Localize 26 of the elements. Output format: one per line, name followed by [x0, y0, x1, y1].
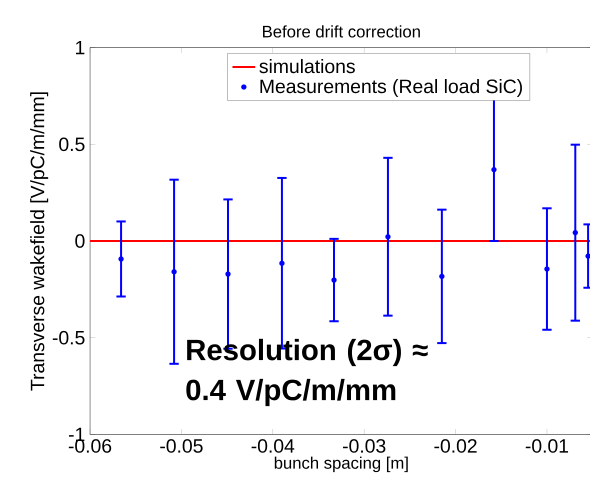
point — [385, 234, 391, 240]
point — [225, 271, 231, 277]
x-tick-label: -0.04 — [252, 439, 294, 453]
x-tick-label: -0.02 — [434, 439, 477, 453]
point — [171, 269, 177, 274]
point — [544, 266, 550, 272]
y-tick-label: 0.5 — [59, 137, 84, 152]
point — [491, 166, 497, 172]
x-tick-label: -0.06 — [68, 439, 112, 453]
y-tick-label: 0 — [75, 234, 85, 248]
y-axis-title: Transverse wakefield [V/pC/m/mm] — [30, 92, 48, 391]
legend-label: Measurements (Real load SiC) — [260, 79, 522, 98]
annotation: Resolution (2σ) ≈ 0.4 V/pC/m/mm — [186, 338, 428, 406]
y-tick-label: -0.5 — [52, 330, 84, 345]
x-tick-label: -0.01 — [526, 439, 568, 453]
point — [572, 230, 578, 236]
point — [279, 260, 285, 266]
point — [118, 256, 124, 262]
x-tick-label: -0.03 — [343, 439, 386, 453]
x-tick-label: -0.05 — [160, 439, 203, 453]
y-tick-label: 1 — [76, 40, 84, 54]
chart-title: Before drift correction — [263, 25, 420, 38]
legend-label: simulations — [259, 58, 355, 74]
point — [439, 274, 445, 280]
point — [331, 277, 337, 283]
x-axis-title: bunch spacing [m] — [274, 456, 408, 472]
